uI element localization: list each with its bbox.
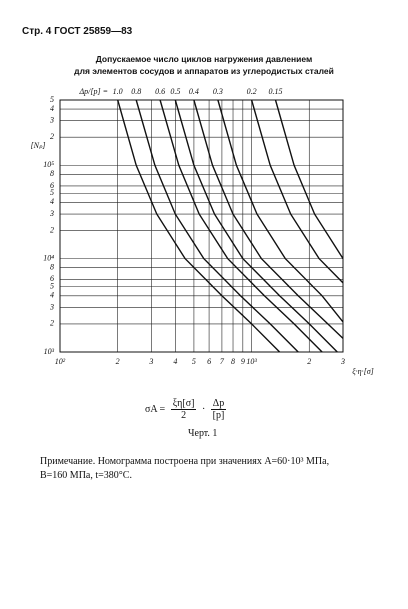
formula: σA = ξη[σ] 2 · Δp [p] bbox=[145, 398, 229, 421]
y-tick-label: 8 bbox=[50, 169, 54, 178]
y-tick-label: 10⁴ bbox=[43, 253, 54, 262]
formula-dot: · bbox=[201, 403, 206, 415]
x-tick-label: 10³ bbox=[246, 357, 257, 366]
y-tick-label: 2 bbox=[50, 225, 54, 234]
y-tick-label: 2 bbox=[50, 132, 54, 141]
y-tick-label: 3 bbox=[49, 209, 54, 218]
y-tick-label: 6 bbox=[50, 274, 54, 283]
x-tick-label: 3 bbox=[340, 357, 345, 366]
fraction: ξη[σ] 2 bbox=[170, 398, 197, 421]
curve-label: 0.4 bbox=[189, 87, 199, 96]
x-tick-label: 3 bbox=[148, 357, 153, 366]
plot-frame bbox=[59, 99, 344, 353]
legend-title: Δp/[p] = bbox=[78, 87, 108, 96]
page-header: Стр. 4 ГОСТ 25859—83 bbox=[22, 26, 133, 37]
curve-label: 0.6 bbox=[155, 87, 165, 96]
curve bbox=[250, 99, 344, 284]
formula-num: Δp bbox=[210, 398, 227, 410]
formula-den: 2 bbox=[181, 410, 187, 421]
curve-label: 0.2 bbox=[247, 87, 257, 96]
x-tick-label: 10² bbox=[55, 357, 66, 366]
x-tick-label: 2 bbox=[116, 357, 120, 366]
curve-label: 0.5 bbox=[170, 87, 180, 96]
chart-title: для элементов сосудов и аппаратов из угл… bbox=[74, 66, 334, 76]
curve-label: 1.0 bbox=[113, 87, 123, 96]
y-tick-label: 6 bbox=[50, 181, 54, 190]
y-tick-label: 5 bbox=[50, 282, 54, 291]
y-tick-label: 3 bbox=[49, 302, 54, 311]
curve bbox=[135, 99, 299, 353]
formula-lhs: σA = bbox=[145, 403, 166, 415]
y-tick-label: 4 bbox=[50, 104, 54, 113]
curve bbox=[159, 99, 323, 353]
note: Примечание. Номограмма построена при зна… bbox=[40, 456, 330, 467]
y-tick-label: 2 bbox=[50, 319, 54, 328]
y-tick-label: 10⁵ bbox=[43, 160, 54, 169]
x-tick-label: 4 bbox=[173, 357, 177, 366]
note: B=160 МПа, t=380°C. bbox=[40, 470, 132, 481]
curve bbox=[193, 99, 344, 339]
curve-label: 0.8 bbox=[131, 87, 141, 96]
x-axis-label: ξ·η·[σ] bbox=[352, 367, 374, 376]
curve-label: 0.3 bbox=[213, 87, 223, 96]
x-tick-label: 6 bbox=[207, 357, 211, 366]
y-tick-label: 5 bbox=[50, 95, 54, 104]
curve bbox=[274, 99, 344, 259]
x-tick-label: 8 bbox=[231, 357, 235, 366]
chart-title: Допускаемое число циклов нагружения давл… bbox=[95, 54, 313, 64]
y-axis-label: [Nₚ] bbox=[31, 141, 46, 150]
x-tick-label: 2 bbox=[307, 357, 311, 366]
y-tick-label: 4 bbox=[50, 291, 54, 300]
y-tick-label: 5 bbox=[50, 188, 54, 197]
y-tick-label: 8 bbox=[50, 263, 54, 272]
y-tick-label: 10³ bbox=[44, 347, 55, 356]
y-tick-label: 3 bbox=[49, 116, 54, 125]
caption: Черт. 1 bbox=[188, 428, 218, 439]
x-tick-label: 7 bbox=[220, 357, 225, 366]
curve bbox=[217, 99, 344, 323]
formula-num: ξη[σ] bbox=[170, 398, 197, 410]
y-tick-label: 4 bbox=[50, 197, 54, 206]
curve-label: 0.15 bbox=[269, 87, 283, 96]
formula-den: [p] bbox=[212, 410, 225, 421]
curve bbox=[117, 99, 281, 353]
x-tick-label: 5 bbox=[192, 357, 196, 366]
x-tick-label: 9 bbox=[241, 357, 245, 366]
fraction: Δp [p] bbox=[210, 398, 227, 421]
curve bbox=[174, 99, 338, 353]
